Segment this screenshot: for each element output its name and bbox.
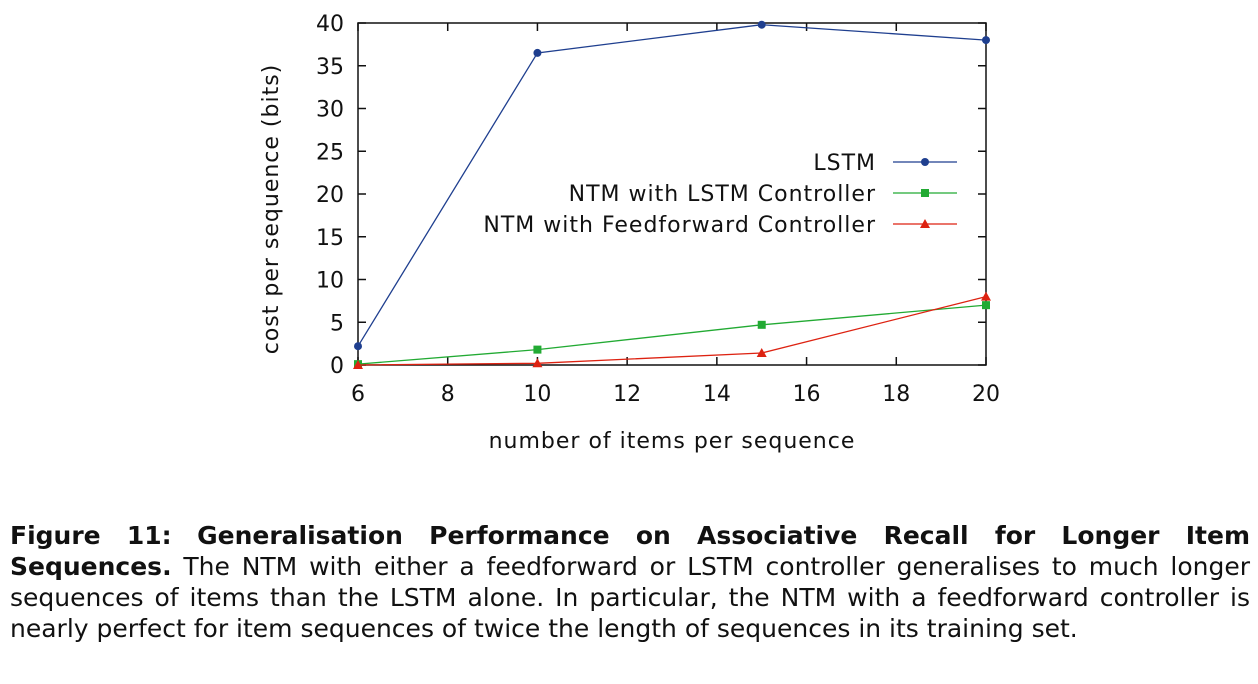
- series-group: [353, 20, 991, 369]
- legend-label: LSTM: [813, 151, 876, 176]
- legend-label: NTM with Feedforward Controller: [483, 213, 876, 238]
- x-tick-label: 20: [972, 382, 1000, 407]
- y-tick-label: 40: [316, 12, 344, 37]
- series-line: [357, 24, 987, 347]
- legend: LSTM NTM with LSTM Controller NTM with Fee…: [483, 151, 957, 238]
- y-tick-label: 20: [316, 183, 344, 208]
- legend-marker: [921, 189, 929, 197]
- x-tick-label: 8: [441, 382, 455, 407]
- line-chart: 6 8 10 12 14 16 18 20 0 5 10 15 20 25 30 35 40 LSTM NTM …: [259, 12, 1000, 454]
- data-point: [757, 20, 766, 29]
- figure-caption: Figure 11: Generalisation Performance on…: [10, 520, 1250, 644]
- legend-marker: [920, 219, 930, 228]
- legend-marker: [921, 158, 929, 166]
- y-tick-label: 10: [316, 269, 344, 294]
- series-lstm: [354, 20, 990, 351]
- y-tick-label: 30: [316, 98, 344, 123]
- data-point: [353, 360, 363, 369]
- data-point: [533, 345, 542, 354]
- y-tick-label: 0: [330, 354, 344, 379]
- y-axis: 0 5 10 15 20 25 30 35 40: [316, 12, 986, 379]
- series-line: [357, 295, 987, 366]
- series-line: [357, 304, 987, 365]
- x-tick-label: 12: [613, 382, 641, 407]
- data-point: [982, 301, 990, 310]
- y-tick-label: 5: [330, 311, 344, 336]
- x-tick-label: 18: [882, 382, 910, 407]
- data-point: [354, 342, 362, 351]
- y-tick-label: 35: [316, 55, 344, 80]
- x-axis-label: number of items per sequence: [489, 429, 856, 454]
- x-tick-label: 6: [351, 382, 365, 407]
- x-tick-label: 16: [793, 382, 821, 407]
- series-ntm-with-lstm-controller: [354, 301, 990, 369]
- data-point: [981, 291, 991, 301]
- data-point: [756, 348, 767, 358]
- x-tick-label: 14: [703, 382, 731, 407]
- caption-body: The NTM with either a feedforward or LST…: [10, 552, 1250, 643]
- legend-label: NTM with LSTM Controller: [569, 182, 876, 207]
- caption-title: Generalisation Performance on Associativ…: [10, 521, 1250, 581]
- data-point: [532, 358, 543, 368]
- x-axis: 6 8 10 12 14 16 18 20: [351, 23, 1000, 407]
- caption-label: Figure 11:: [10, 521, 172, 550]
- y-axis-label: cost per sequence (bits): [259, 64, 284, 355]
- x-tick-label: 10: [523, 382, 551, 407]
- y-tick-label: 25: [316, 140, 344, 165]
- y-tick-label: 15: [316, 226, 344, 251]
- series-ntm-with-feedforward-controller: [353, 291, 991, 369]
- data-point: [982, 36, 990, 45]
- data-point: [757, 320, 766, 329]
- data-point: [533, 48, 542, 57]
